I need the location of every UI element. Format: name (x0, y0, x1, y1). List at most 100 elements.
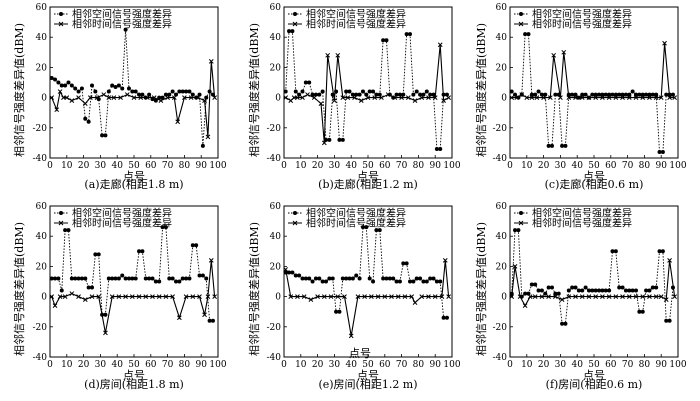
x-axis-label: 点号 (583, 369, 605, 382)
y-tick-label: 0 (275, 94, 281, 104)
data-point (96, 252, 101, 257)
data-point (513, 92, 518, 97)
x-tick-label: 90 (655, 161, 667, 171)
data-point (49, 95, 55, 100)
y-axis-label: 相邻信号强度差异值(dBM) (474, 222, 488, 356)
x-tick-label: 30 (95, 360, 107, 370)
data-point (620, 285, 625, 290)
data-point (553, 92, 558, 97)
data-point (550, 143, 554, 148)
data-point (150, 294, 155, 299)
data-point (76, 276, 81, 281)
data-point (53, 276, 58, 281)
data-point (301, 294, 307, 299)
data-point (354, 92, 359, 97)
y-tick-label: -40 (493, 154, 508, 164)
data-point (175, 119, 181, 125)
y-tick-label: 20 (496, 262, 508, 272)
data-point (190, 92, 195, 97)
data-point (287, 270, 292, 275)
data-point (348, 333, 354, 339)
data-point (600, 294, 605, 299)
data-point (69, 83, 74, 88)
data-point (163, 294, 169, 299)
data-point (73, 86, 78, 91)
data-point (374, 228, 379, 233)
data-point (579, 95, 585, 100)
data-point (623, 92, 628, 97)
data-point (617, 285, 622, 290)
data-point (667, 95, 672, 100)
data-point (330, 276, 335, 281)
data-point (522, 303, 528, 309)
data-point (438, 279, 443, 284)
x-tick-label: 60 (379, 360, 391, 370)
legend-marker (519, 12, 523, 16)
x-tick-label: 30 (555, 161, 567, 171)
data-point (385, 92, 391, 97)
data-point (123, 276, 128, 281)
data-point (654, 92, 659, 97)
data-point (297, 92, 302, 97)
data-point (653, 95, 659, 100)
data-point (553, 294, 558, 299)
data-point (514, 95, 520, 100)
data-point (194, 243, 199, 248)
x-tick-label: 30 (329, 360, 341, 370)
data-point (509, 294, 515, 299)
data-point (297, 273, 302, 278)
data-point (663, 297, 669, 302)
legend-marker (518, 21, 524, 27)
data-point (163, 92, 168, 97)
data-point (441, 98, 446, 103)
y-axis-label: 相邻信号强度差异值(dBM) (247, 23, 261, 157)
data-point (434, 279, 439, 284)
x-tick-label: 40 (111, 161, 123, 171)
x-tick-label: 70 (396, 360, 408, 370)
x-tick-label: 20 (78, 161, 90, 171)
x-tick-label: 20 (538, 161, 550, 171)
data-point (303, 80, 308, 85)
x-tick-label: 30 (329, 161, 341, 171)
y-tick-label: -40 (267, 353, 282, 363)
series-line (51, 226, 213, 322)
data-point (411, 92, 416, 97)
data-point (321, 294, 327, 299)
data-point (69, 98, 75, 103)
data-point (597, 92, 602, 97)
data-point (63, 228, 68, 233)
data-point (563, 143, 568, 148)
data-point (657, 249, 662, 254)
data-point (187, 276, 192, 281)
data-point (200, 143, 205, 148)
data-point (66, 228, 71, 233)
data-point (570, 285, 575, 290)
data-point (355, 294, 361, 299)
data-point (66, 80, 71, 85)
data-point (381, 38, 386, 43)
data-point (379, 95, 384, 100)
data-point (109, 294, 115, 299)
data-point (182, 95, 187, 100)
chart-panel: 0 10 20 30 40 50 60 70 80 90 100 -40 -20 0 20 40 60 相邻空间信… (493, 3, 687, 191)
data-point (145, 95, 150, 100)
data-point (662, 40, 667, 46)
data-point (664, 92, 669, 97)
data-point (630, 288, 635, 293)
data-point (340, 95, 346, 100)
data-point (603, 288, 608, 293)
data-point (391, 276, 396, 281)
data-point (526, 32, 531, 37)
data-point (516, 228, 521, 233)
data-point (590, 92, 595, 97)
data-point (529, 95, 535, 100)
x-tick-label: 10 (61, 161, 73, 171)
data-point (672, 95, 677, 100)
x-axis-label: 点号 (349, 347, 371, 360)
data-point (409, 294, 415, 299)
y-tick-label: 40 (270, 232, 282, 242)
data-point (556, 291, 561, 296)
y-tick-label: -20 (493, 124, 508, 134)
data-point (177, 89, 182, 94)
data-point (177, 315, 182, 321)
